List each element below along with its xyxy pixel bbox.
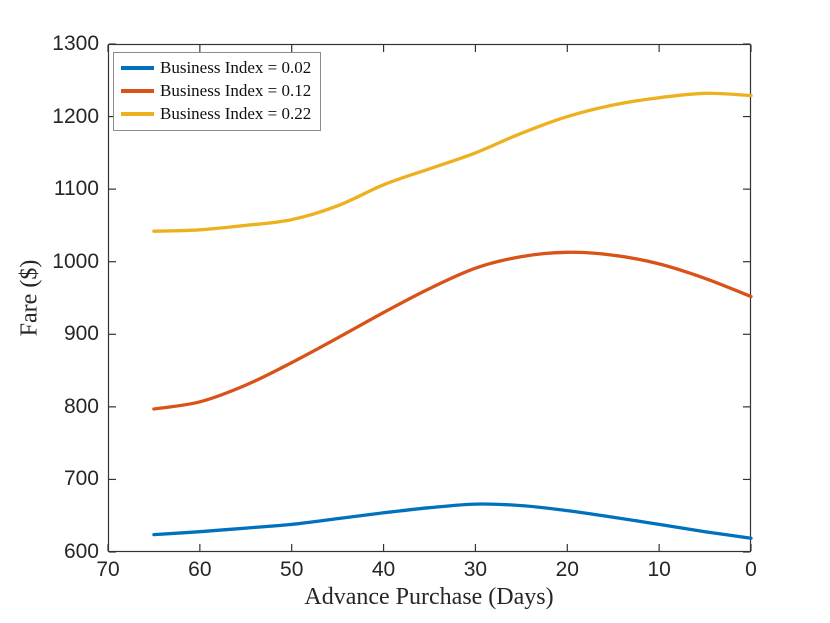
legend-label: Business Index = 0.12 (160, 81, 312, 100)
y-tick-label: 800 (63, 394, 99, 418)
legend-line-swatch (121, 89, 154, 93)
legend: Business Index = 0.02 Business Index = 0.… (113, 52, 322, 131)
legend-item: Business Index = 0.12 (121, 81, 311, 101)
plot-area: Business Index = 0.02 Business Index = 0.… (107, 43, 753, 553)
x-tick-label: 70 (96, 558, 120, 581)
y-tick-label: 1200 (52, 104, 99, 128)
series-line-1 (152, 250, 753, 411)
x-tick-label: 30 (463, 558, 488, 581)
plot-canvas (107, 43, 753, 553)
x-tick-label: 0 (745, 558, 757, 581)
legend-line-swatch (121, 66, 154, 70)
x-tick-label: 50 (280, 558, 304, 581)
legend-label: Business Index = 0.22 (160, 104, 312, 123)
series-line-0 (152, 502, 753, 540)
y-tick-label: 1100 (53, 177, 99, 201)
x-tick-label: 20 (555, 558, 579, 581)
y-tick-label: 1000 (52, 249, 99, 273)
x-tick-label: 40 (371, 558, 396, 581)
legend-line-swatch (121, 112, 154, 116)
y-tick-label: 900 (63, 322, 99, 346)
legend-item: Business Index = 0.02 (121, 58, 311, 78)
y-tick-label: 600 (63, 540, 99, 563)
x-tick-label: 60 (188, 558, 212, 581)
series-line-2 (152, 91, 753, 233)
y-tick-label: 700 (63, 467, 99, 491)
y-tick-label: 1300 (52, 32, 99, 55)
x-axis-label: Advance Purchase (Days) (304, 584, 554, 610)
x-tick-label: 10 (647, 558, 671, 581)
legend-item: Business Index = 0.22 (121, 104, 311, 124)
legend-label: Business Index = 0.02 (160, 58, 312, 77)
